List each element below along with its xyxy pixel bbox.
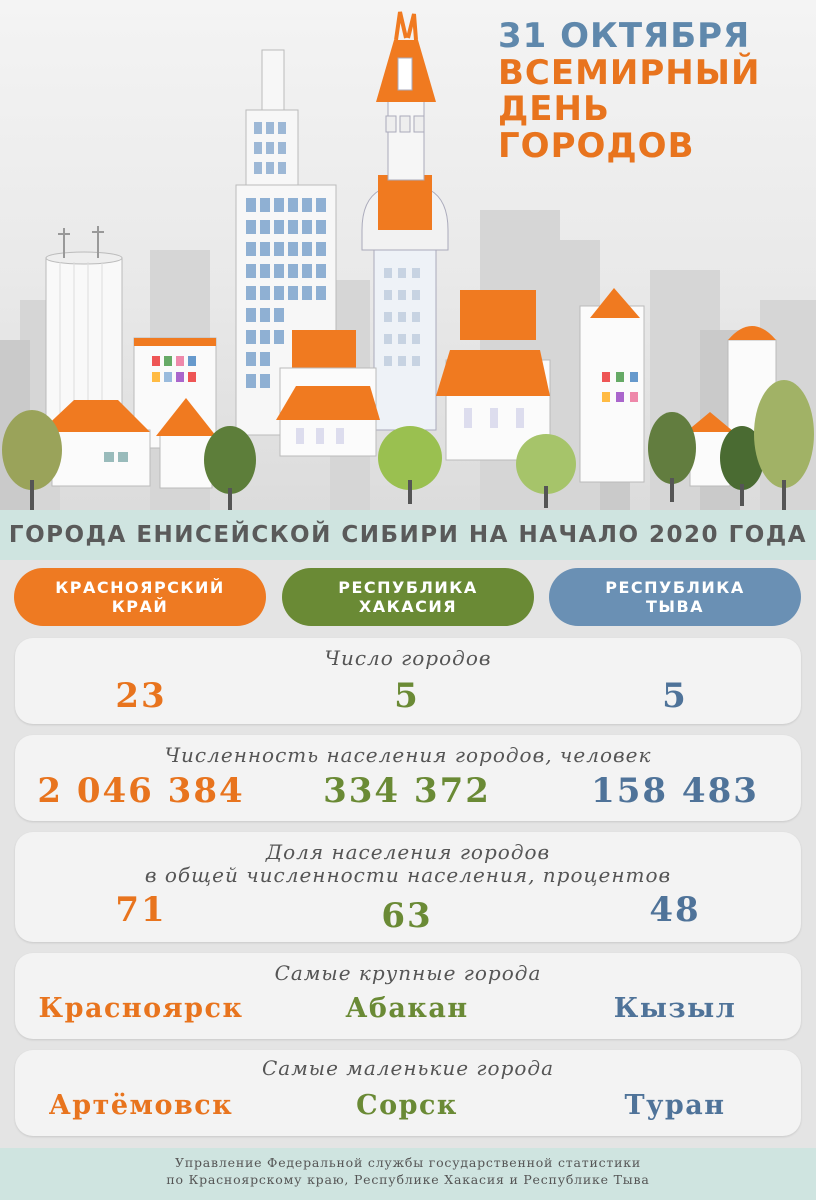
stat-card-urban-share: Доля населения городов в общей численнос… xyxy=(15,832,801,942)
region-pill-krasnoyarsk: КРАСНОЯРСКИЙ КРАЙ xyxy=(14,568,266,626)
footer-line-1: Управление Федеральной службы государств… xyxy=(175,1155,641,1170)
stat-value-khakassia: 5 xyxy=(394,676,420,716)
event-date: 31 ОКТЯБРЯ xyxy=(498,16,751,56)
stat-value-tuva: Кызыл xyxy=(613,993,737,1024)
orange-houses xyxy=(40,288,777,489)
stat-value-krasnoyarsk: 71 xyxy=(115,890,167,930)
stat-value-krasnoyarsk: Артёмовск xyxy=(48,1090,234,1121)
stat-label: Самые маленькие города xyxy=(261,1056,555,1080)
stat-card-largest-cities: Самые крупные города Красноярск Абакан К… xyxy=(15,953,801,1039)
region-label-line1: РЕСПУБЛИКА xyxy=(605,577,745,597)
region-label-line2: ТЫВА xyxy=(645,597,705,616)
stat-card-smallest-cities: Самые маленькие города Артёмовск Сорск Т… xyxy=(15,1050,801,1136)
region-label-line2: ХАКАСИЯ xyxy=(358,597,458,616)
stat-label: Самые крупные города xyxy=(274,961,542,985)
central-tower xyxy=(361,11,449,431)
stat-value-tuva: Туран xyxy=(624,1090,726,1121)
title-line-3: ГОРОДОВ xyxy=(498,126,695,167)
section-banner: ГОРОДА ЕНИСЕЙСКОЙ СИБИРИ НА НАЧАЛО 2020 … xyxy=(0,510,816,560)
stat-value-tuva: 158 483 xyxy=(591,771,759,811)
stat-value-khakassia: 63 xyxy=(381,896,433,936)
region-label-line1: КРАСНОЯРСКИЙ xyxy=(55,577,225,597)
stat-value-khakassia: Абакан xyxy=(345,993,469,1024)
region-pill-tuva: РЕСПУБЛИКА ТЫВА xyxy=(549,568,801,626)
stat-card-population: Численность населения городов, человек 2… xyxy=(15,735,801,821)
region-label-line1: РЕСПУБЛИКА xyxy=(338,577,478,597)
stat-label-line2: в общей численности населения, процентов xyxy=(144,863,672,887)
stat-value-khakassia: 334 372 xyxy=(323,771,491,811)
cityscape-graphic xyxy=(0,11,816,510)
title-block: 31 ОКТЯБРЯ ВСЕМИРНЫЙ ДЕНЬ ГОРОДОВ xyxy=(498,18,798,165)
region-pill-khakassia: РЕСПУБЛИКА ХАКАСИЯ xyxy=(282,568,534,626)
stat-card-city-count: Число городов 23 5 5 xyxy=(15,638,801,724)
stat-value-tuva: 5 xyxy=(662,676,688,716)
stat-label: Число городов xyxy=(324,646,492,670)
footer-source: Управление Федеральной службы государств… xyxy=(0,1148,816,1200)
stat-value-krasnoyarsk: Красноярск xyxy=(38,993,244,1024)
stat-value-krasnoyarsk: 23 xyxy=(115,676,167,716)
stat-label-line1: Доля населения городов xyxy=(265,840,551,864)
stat-value-krasnoyarsk: 2 046 384 xyxy=(37,771,245,811)
title-line-2: ДЕНЬ xyxy=(498,89,610,130)
stat-value-tuva: 48 xyxy=(649,890,701,930)
region-label-line2: КРАЙ xyxy=(111,597,169,616)
trees xyxy=(2,380,814,510)
stat-value-khakassia: Сорск xyxy=(356,1090,458,1121)
stat-label: Численность населения городов, человек xyxy=(164,743,652,767)
title-line-1: ВСЕМИРНЫЙ xyxy=(498,52,761,93)
city-illustration: 31 ОКТЯБРЯ ВСЕМИРНЫЙ ДЕНЬ ГОРОДОВ xyxy=(0,0,816,510)
footer-line-2: по Красноярскому краю, Республике Хакаси… xyxy=(166,1172,650,1187)
